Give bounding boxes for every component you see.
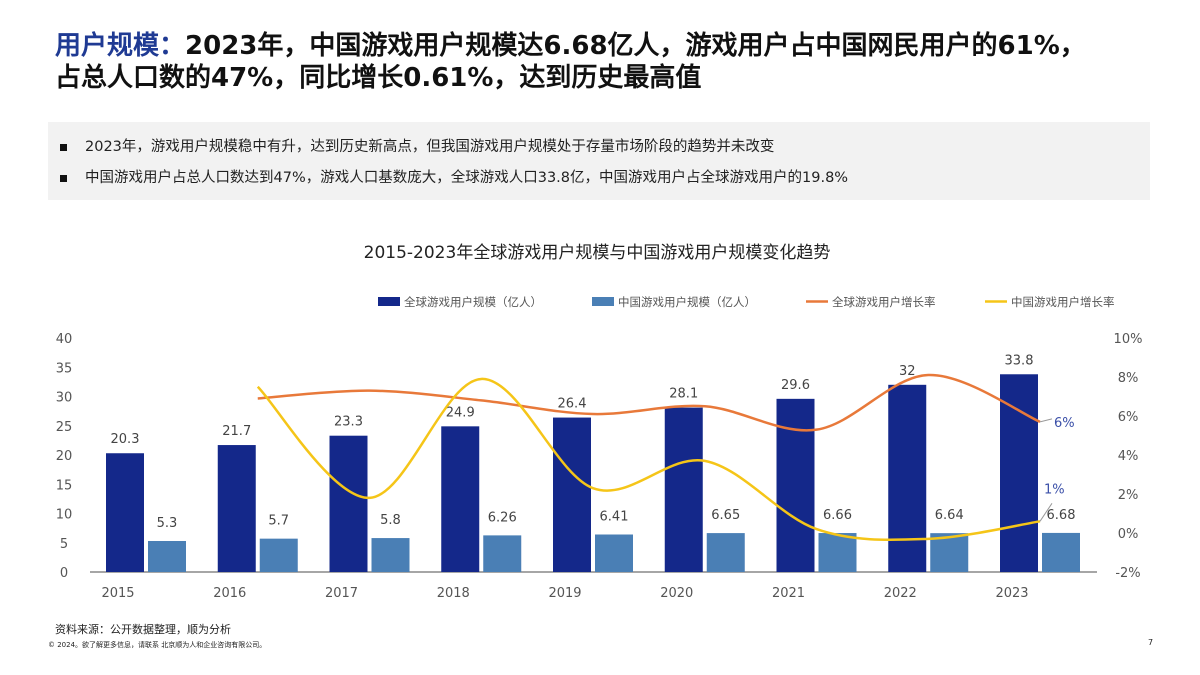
- bar-china: [1042, 532, 1080, 572]
- legend-label: 全球游戏用户规模（亿人）: [404, 295, 542, 309]
- leader-line: [1039, 418, 1053, 423]
- y-left-tick: 20: [56, 449, 73, 464]
- source-note: 资料来源：公开数据整理，顺为分析: [55, 623, 231, 636]
- x-tick: 2022: [884, 586, 917, 601]
- bullet-text: 中国游戏用户占总人口数达到47%，游戏人口基数庞大，全球游戏人口33.8亿，中国…: [85, 170, 849, 186]
- end-label-global-growth: 6%: [1054, 416, 1075, 431]
- x-tick: 2015: [101, 586, 134, 601]
- bar-label-china: 6.26: [488, 510, 517, 525]
- page-title: 用户规模：2023年，中国游戏用户规模达6.68亿人，游戏用户占中国网民用户的6…: [55, 30, 1086, 94]
- bar-global: [664, 407, 703, 572]
- bullet-square-icon: [60, 143, 67, 151]
- page-number: 7: [1148, 638, 1154, 647]
- bullet-square-icon: [60, 174, 67, 182]
- bar-global: [776, 398, 815, 572]
- bar-global: [106, 453, 144, 572]
- y-left-tick: 30: [56, 391, 73, 406]
- bar-china: [930, 533, 969, 572]
- bar-china: [371, 538, 410, 572]
- y-left-tick: 40: [56, 332, 73, 347]
- bar-china: [706, 533, 745, 572]
- legend-label: 全球游戏用户增长率: [832, 295, 936, 309]
- bar-label-china: 5.7: [268, 514, 289, 529]
- bar-china: [259, 538, 298, 572]
- x-tick: 2017: [325, 586, 358, 601]
- bar-global: [441, 426, 480, 572]
- bar-label-global: 21.7: [222, 424, 251, 439]
- x-tick: 2018: [437, 586, 470, 601]
- bar-global: [888, 384, 927, 572]
- x-tick: 2019: [548, 586, 581, 601]
- bar-label-global: 23.3: [334, 415, 363, 430]
- legend-label: 中国游戏用户规模（亿人）: [618, 295, 756, 309]
- y-right-tick: 4%: [1118, 449, 1139, 464]
- y-right-tick: 0%: [1118, 527, 1139, 542]
- y-left-tick: 35: [56, 361, 73, 376]
- bar-label-global: 33.8: [1005, 353, 1034, 368]
- y-right-tick: 6%: [1118, 410, 1139, 425]
- bar-label-global: 28.1: [669, 387, 698, 402]
- chart-title: 2015-2023年全球游戏用户规模与中国游戏用户规模变化趋势: [364, 243, 831, 263]
- bar-china: [483, 535, 522, 572]
- bar-china: [148, 540, 186, 572]
- bullet-text: 2023年，游戏用户规模稳中有升，达到历史新高点，但我国游戏用户规模处于存量市场…: [85, 139, 775, 155]
- y-left-tick: 10: [56, 508, 73, 523]
- bar-label-china: 6.65: [711, 508, 740, 523]
- title-highlight: 用户规模：: [55, 31, 186, 61]
- copyright: © 2024。欲了解更多信息，请联系 北京顺为人和企业咨询有限公司。: [48, 641, 267, 649]
- bar-label-china: 6.41: [600, 510, 629, 525]
- bar-china: [818, 533, 857, 572]
- bar-label-china: 5.8: [380, 513, 401, 528]
- x-tick: 2020: [660, 586, 693, 601]
- title-line2: 占总人口数的47%，同比增长0.61%，达到历史最高值: [55, 63, 702, 93]
- x-tick: 2023: [995, 586, 1028, 601]
- legend-swatch: [378, 297, 400, 306]
- legend-swatch: [592, 297, 614, 306]
- title-line1: 2023年，中国游戏用户规模达6.68亿人，游戏用户占中国网民用户的61%，: [185, 31, 1086, 61]
- y-right-tick: 10%: [1114, 332, 1143, 347]
- y-left-tick: 0: [60, 566, 68, 581]
- bullet-item: 2023年，游戏用户规模稳中有升，达到历史新高点，但我国游戏用户规模处于存量市场…: [60, 135, 774, 156]
- legend-label: 中国游戏用户增长率: [1011, 295, 1115, 309]
- bar-label-china: 5.3: [157, 516, 178, 531]
- y-left-tick: 25: [56, 420, 73, 435]
- bullet-item: 中国游戏用户占总人口数达到47%，游戏人口基数庞大，全球游戏人口33.8亿，中国…: [60, 166, 848, 187]
- bar-global: [217, 445, 256, 572]
- y-left-tick: 5: [60, 537, 68, 552]
- end-label-china-growth: 1%: [1044, 482, 1065, 497]
- bar-label-global: 26.4: [558, 397, 587, 412]
- x-tick: 2021: [772, 586, 805, 601]
- y-right-tick: 2%: [1118, 488, 1139, 503]
- bar-label-global: 32: [899, 364, 916, 379]
- bar-label-china: 6.64: [935, 508, 964, 523]
- bar-china: [595, 534, 633, 572]
- bar-global: [553, 417, 591, 572]
- y-right-tick: 8%: [1118, 371, 1139, 386]
- line-global-growth: [257, 373, 1041, 432]
- bar-global: [1000, 374, 1038, 572]
- leader-line: [1039, 503, 1053, 522]
- bar-label-china: 6.66: [823, 508, 852, 523]
- bar-label-global: 24.9: [446, 405, 475, 420]
- bar-global: [329, 435, 368, 572]
- summary-box: 2023年，游戏用户规模稳中有升，达到历史新高点，但我国游戏用户规模处于存量市场…: [48, 122, 1150, 200]
- y-right-tick: -2%: [1115, 566, 1140, 581]
- bar-label-global: 20.3: [111, 432, 140, 447]
- line-china-growth: [256, 377, 1041, 542]
- bar-label-china: 6.68: [1047, 508, 1076, 523]
- y-left-tick: 15: [56, 478, 73, 493]
- x-tick: 2016: [213, 586, 246, 601]
- bar-label-global: 29.6: [781, 378, 810, 393]
